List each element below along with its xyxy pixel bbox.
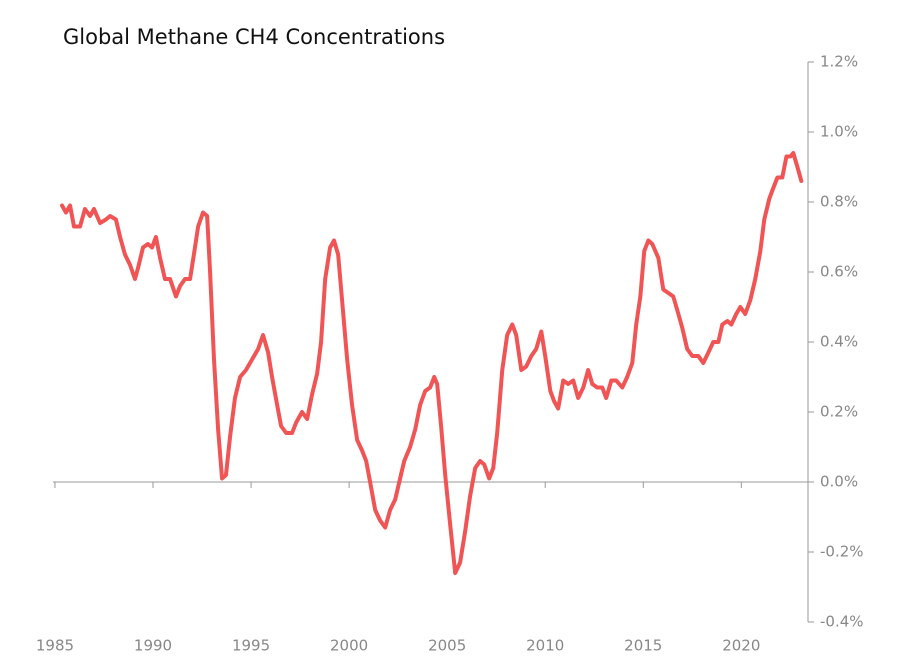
x-tick-label: 1985 (36, 637, 74, 655)
x-tick-label: 2000 (330, 637, 368, 655)
x-tick-label: 2010 (526, 637, 564, 655)
line-series (60, 151, 804, 575)
y-tick-label: -0.4% (820, 613, 864, 631)
y-tick-label: 0.0% (820, 473, 858, 491)
y-tick-label: 0.8% (820, 193, 858, 211)
chart-title: Global Methane CH4 Concentrations (63, 25, 445, 49)
x-tick-label: 1990 (134, 637, 172, 655)
y-tick-label: 0.2% (820, 403, 858, 421)
x-tick-label: 2015 (624, 637, 662, 655)
x-tick-label: 2020 (722, 637, 760, 655)
y-tick-label: 0.6% (820, 263, 858, 281)
y-tick-label: 1.0% (820, 123, 858, 141)
x-tick-label: 2005 (428, 637, 466, 655)
x-tick-label: 1995 (232, 637, 270, 655)
y-tick-label: 0.4% (820, 333, 858, 351)
y-tick-label: 1.2% (820, 53, 858, 71)
y-tick-label: -0.2% (820, 543, 864, 561)
